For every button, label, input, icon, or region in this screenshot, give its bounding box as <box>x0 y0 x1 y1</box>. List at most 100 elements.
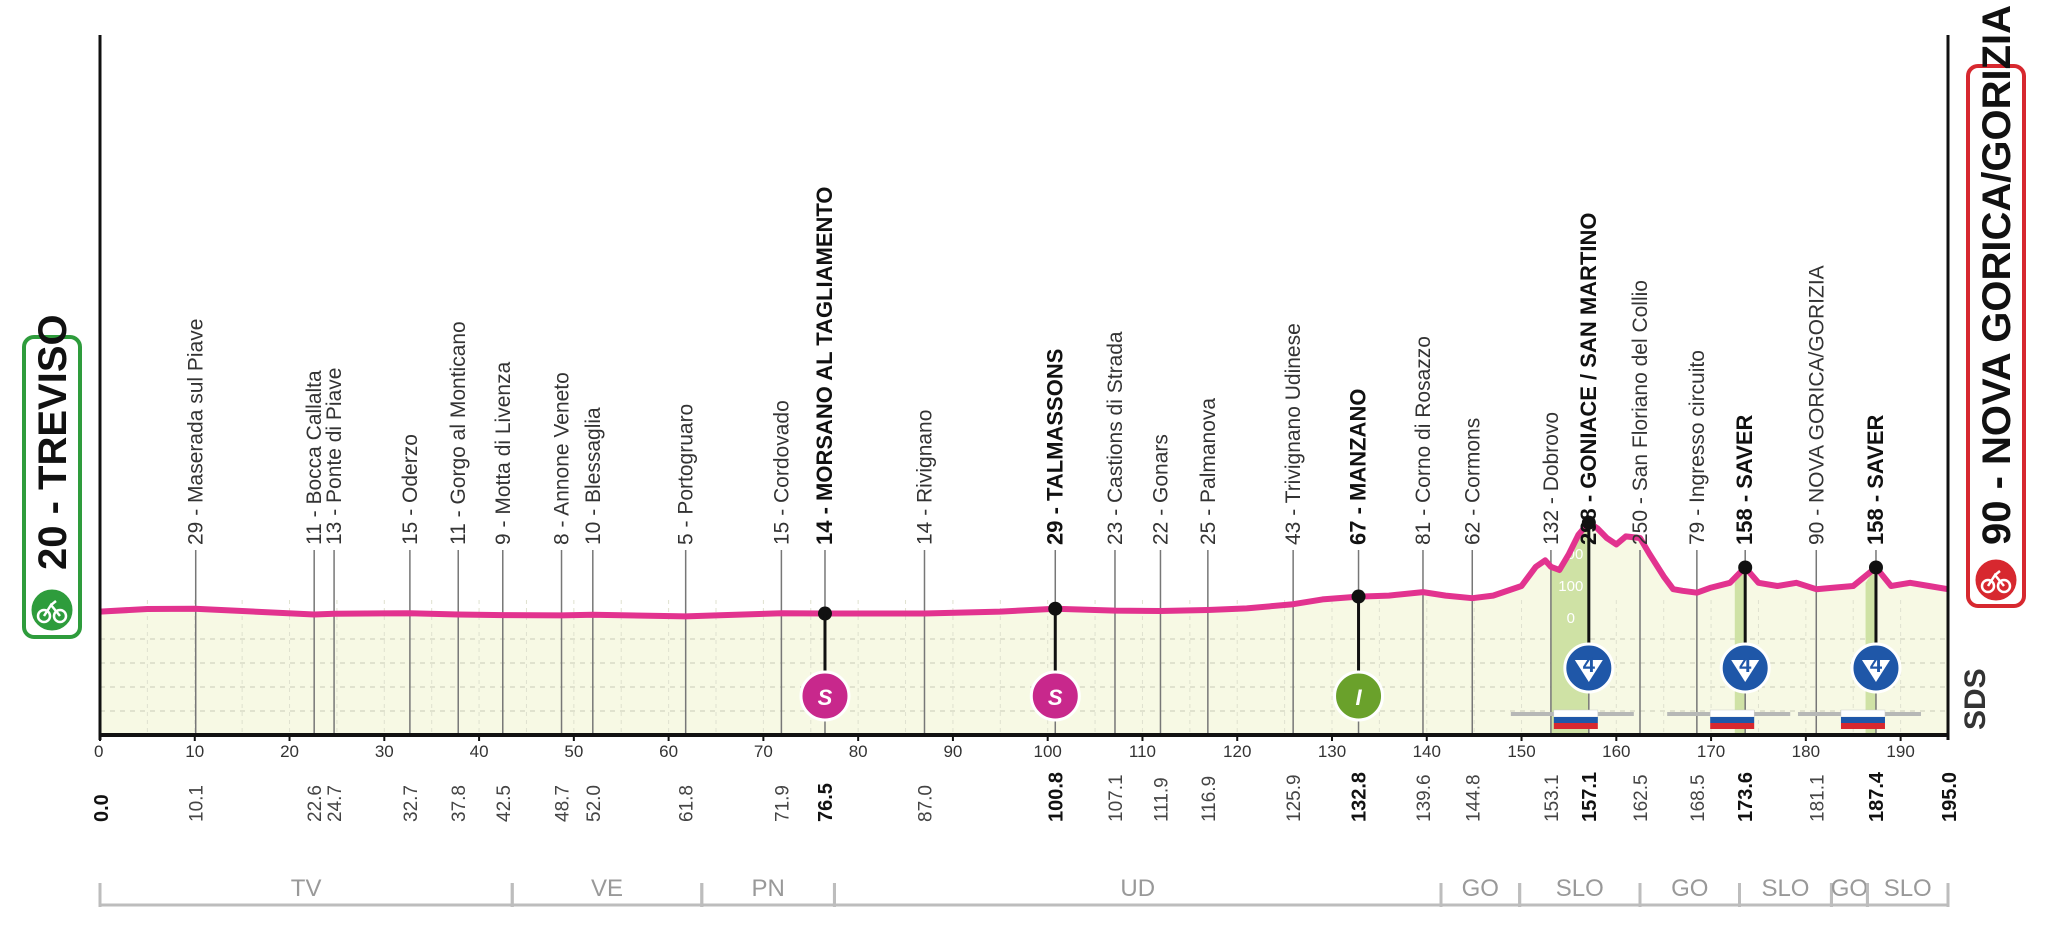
location-label: 5 - Portogruaro <box>675 404 698 545</box>
start-km-label: 0.0 <box>91 794 113 822</box>
axis-tick-label: 20 <box>280 742 299 761</box>
location-km-label: 139.6 <box>1414 774 1435 822</box>
axis-tick-label: 150 <box>1507 742 1535 761</box>
location-label: 250 - San Floriano del Collio <box>1629 280 1652 545</box>
flag-stripe <box>1710 723 1755 729</box>
location-label: 79 - Ingresso circuito <box>1686 350 1709 545</box>
location-km-label: 32.7 <box>401 785 422 822</box>
start-badge: 20 - TREVISO <box>22 314 82 639</box>
location-label: 9 - Motta di Livenza <box>492 361 515 545</box>
axis-tick-label: 40 <box>470 742 489 761</box>
slovenia-flag-icon <box>1840 709 1886 718</box>
climb-scale-label: 0 <box>1567 610 1575 627</box>
location-km-label: 87.0 <box>916 785 937 822</box>
province-label: PN <box>751 875 784 902</box>
location-label: 13 - Ponte di Piave <box>323 368 346 545</box>
marker-group: 4 <box>1667 560 1791 729</box>
location-label: 10 - Blessaglia <box>582 407 605 545</box>
marker-group: S <box>1029 601 1081 722</box>
location-km-label: 144.8 <box>1463 774 1484 822</box>
location-label: 23 - Castions di Strada <box>1104 331 1127 545</box>
province-label: GO <box>1462 875 1499 902</box>
location-label: 158 - SAVER <box>1863 414 1888 545</box>
slovenia-flag-icon <box>1709 709 1755 718</box>
sprint-icon <box>799 670 851 722</box>
marker-letter: S <box>1048 685 1063 710</box>
province-label: SLO <box>1761 875 1809 902</box>
location-km-label: 116.9 <box>1199 776 1220 822</box>
location-label: 90 - NOVA GORICA/GORIZIA <box>1805 265 1828 545</box>
location-km-label: 22.6 <box>305 785 326 822</box>
location-km-label: 61.8 <box>677 785 698 822</box>
bicycle-icon <box>36 600 68 624</box>
marker-letter: S <box>818 685 833 710</box>
location-km-label: 76.5 <box>815 783 837 822</box>
climb-scale-label: 100 <box>1558 578 1583 595</box>
axis-tick-label: 190 <box>1886 742 1914 761</box>
location-label: 8 - Annone Veneto <box>551 372 574 545</box>
climb-triangle-icon <box>1861 660 1890 682</box>
axis-tick-label: 120 <box>1223 742 1251 761</box>
province-label: GO <box>1671 875 1708 902</box>
axis-tick-label: 80 <box>849 742 868 761</box>
sds-label: SDS <box>1959 668 1992 730</box>
location-label: 62 - Cormons <box>1461 418 1484 545</box>
location-label: 29 - Maserada sul Piave <box>185 319 208 545</box>
profile-line-layer <box>99 519 1949 620</box>
marker-group: S <box>799 606 851 722</box>
location-km-label: 187.4 <box>1866 771 1888 822</box>
flag-stripe <box>1553 723 1598 729</box>
location-label: 29 - TALMASSONS <box>1042 349 1067 545</box>
flag-stripe <box>1840 717 1885 723</box>
axis-tick-label: 10 <box>185 742 204 761</box>
climb-category-label: 4 <box>1870 652 1883 677</box>
location-km-label: 125.9 <box>1284 774 1305 822</box>
location-label: 11 - Bocca Callalta <box>303 370 326 545</box>
location-km-label: 52.0 <box>584 785 605 822</box>
markers-layer: S S I 4 4 4 <box>799 515 1921 729</box>
axis-tick-label: 30 <box>375 742 394 761</box>
profile-line <box>99 519 1949 620</box>
location-km-label: 107.1 <box>1106 774 1127 822</box>
location-label: 15 - Oderzo <box>399 434 422 545</box>
location-km-label: 48.7 <box>553 785 574 822</box>
axis-tick-label: 50 <box>564 742 583 761</box>
location-label: 43 - Trivignano Udinese <box>1282 323 1305 545</box>
marker-group: 4 <box>1797 560 1921 729</box>
location-km-label: 162.5 <box>1631 774 1652 822</box>
distance-axis-layer: 10.1 22.624.7 32.7 37.8 42.5 48.7 52.0 61.8 71.9… <box>91 733 1961 822</box>
location-label: 67 - MANZANO <box>1346 389 1371 545</box>
axis-tick-label: 0 <box>94 742 103 761</box>
start-city-label: 20 - TREVISO <box>31 314 75 570</box>
location-km-label: 132.8 <box>1349 772 1371 822</box>
location-label: 81 - Corno di Rosazzo <box>1412 336 1435 545</box>
province-label: GO <box>1831 875 1868 902</box>
province-label: UD <box>1120 875 1155 902</box>
climb-category-label: 4 <box>1583 652 1596 677</box>
finish-city-label: 90 - NOVA GORICA/GORIZIA <box>1975 5 2019 545</box>
axis-tick-label: 110 <box>1129 742 1156 761</box>
marker-letter: I <box>1355 685 1362 710</box>
slovenia-flag-icon <box>1553 709 1599 718</box>
location-label: 132 - Dobrovo <box>1540 412 1563 545</box>
location-label: 15 - Cordovado <box>770 400 793 545</box>
location-km-label: 37.8 <box>449 785 470 822</box>
climb-category-label: 4 <box>1739 652 1752 677</box>
location-km-label: 10.1 <box>187 785 208 822</box>
flag-stripe <box>1840 723 1885 729</box>
location-label: 158 - SAVER <box>1732 414 1757 545</box>
bicycle-icon <box>1980 570 2012 594</box>
axis-tick-label: 170 <box>1697 742 1725 761</box>
finish-badge: 90 - NOVA GORICA/GORIZIA <box>1966 5 2026 608</box>
location-km-label: 153.1 <box>1542 774 1563 822</box>
location-label: 11 - Gorgo al Monticano <box>447 321 470 545</box>
province-label: SLO <box>1556 875 1604 902</box>
finish-km-label: 195.0 <box>1939 772 1961 822</box>
location-label: 25 - Palmanova <box>1197 398 1220 545</box>
profile-area-layer <box>100 522 1948 735</box>
location-km-label: 173.6 <box>1735 772 1757 822</box>
axis-tick-label: 90 <box>943 742 962 761</box>
location-km-label: 24.7 <box>325 785 346 822</box>
sprint-icon <box>1029 670 1081 722</box>
